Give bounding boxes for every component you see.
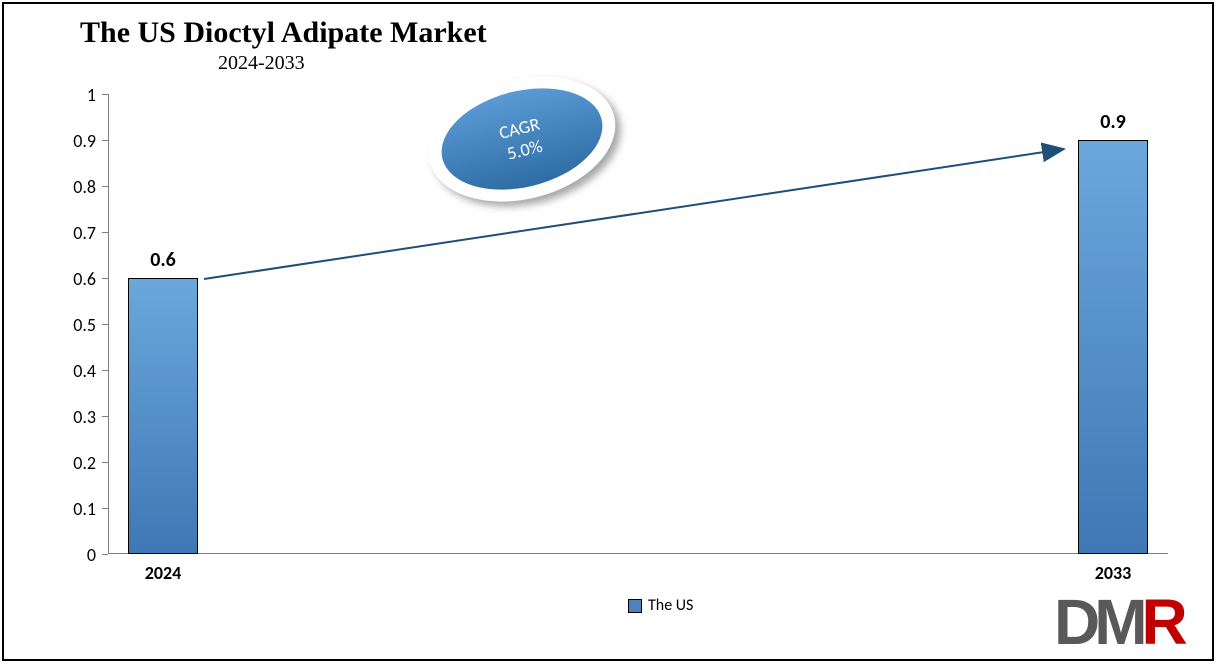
dmr-logo: D M R: [1054, 590, 1182, 654]
legend: The US: [628, 596, 693, 615]
legend-label: The US: [648, 596, 693, 615]
logo-letter-r: R: [1142, 590, 1182, 654]
chart-frame: The US Dioctyl Adipate Market 2024-2033 …: [2, 2, 1214, 661]
logo-letter-m: M: [1094, 590, 1141, 654]
trend-arrow-line: [204, 149, 1064, 279]
legend-swatch-icon: [628, 599, 642, 613]
logo-letter-d: D: [1054, 590, 1094, 654]
